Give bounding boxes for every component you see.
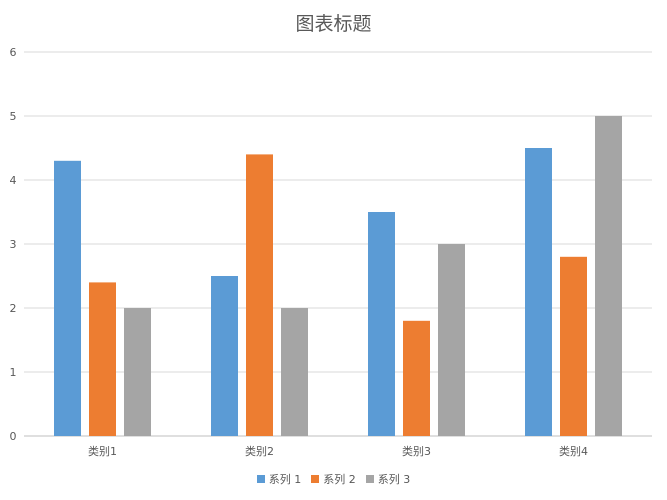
bar-series1-cat1: [54, 160, 81, 437]
y-tick-label: 3: [10, 238, 17, 251]
bar-series2-cat1: [89, 282, 116, 436]
chart-title: 图表标题: [295, 13, 372, 35]
legend-swatch: [256, 475, 265, 483]
y-tick-labels: 0 1 2 3 4 5 6: [10, 46, 17, 443]
bar-series2-cat3: [403, 320, 430, 436]
y-tick-label: 6: [10, 46, 17, 59]
bar-series1-cat2: [211, 276, 238, 436]
bar-series2-cat2: [246, 154, 273, 436]
legend-item: 系列 3: [365, 471, 411, 487]
bar-series1-cat3: [368, 212, 395, 436]
legend-item: 系列 2: [311, 471, 356, 487]
x-tick-labels: 类别1 类别2 类别3 类别4: [88, 444, 588, 458]
y-tick-label: 1: [10, 366, 17, 379]
legend: 系列 1 系列 2 系列 3: [0, 471, 667, 487]
bar-series2-cat4: [560, 256, 587, 436]
bars: [54, 116, 622, 437]
bar-series1-cat4: [525, 148, 552, 436]
y-tick-label: 0: [10, 430, 17, 443]
legend-label: 系列 3: [377, 473, 411, 486]
legend-label: 系列 1: [268, 473, 302, 486]
x-tick-label: 类别4: [559, 444, 588, 458]
legend-swatch: [311, 475, 320, 483]
x-tick-label: 类别3: [402, 444, 431, 458]
y-tick-label: 4: [10, 174, 17, 187]
y-tick-label: 2: [10, 302, 17, 315]
x-tick-label: 类别2: [245, 444, 274, 458]
bar-series3-cat4: [595, 116, 622, 436]
bar-series3-cat2: [281, 308, 308, 436]
x-tick-label: 类别1: [88, 444, 117, 458]
gridlines: [24, 51, 652, 437]
bar-series3-cat3: [438, 244, 465, 436]
legend-swatch: [365, 475, 374, 483]
bar-series3-cat1: [124, 308, 151, 436]
y-tick-label: 5: [10, 110, 17, 123]
legend-item: 系列 1: [256, 471, 302, 487]
legend-label: 系列 2: [323, 473, 356, 486]
